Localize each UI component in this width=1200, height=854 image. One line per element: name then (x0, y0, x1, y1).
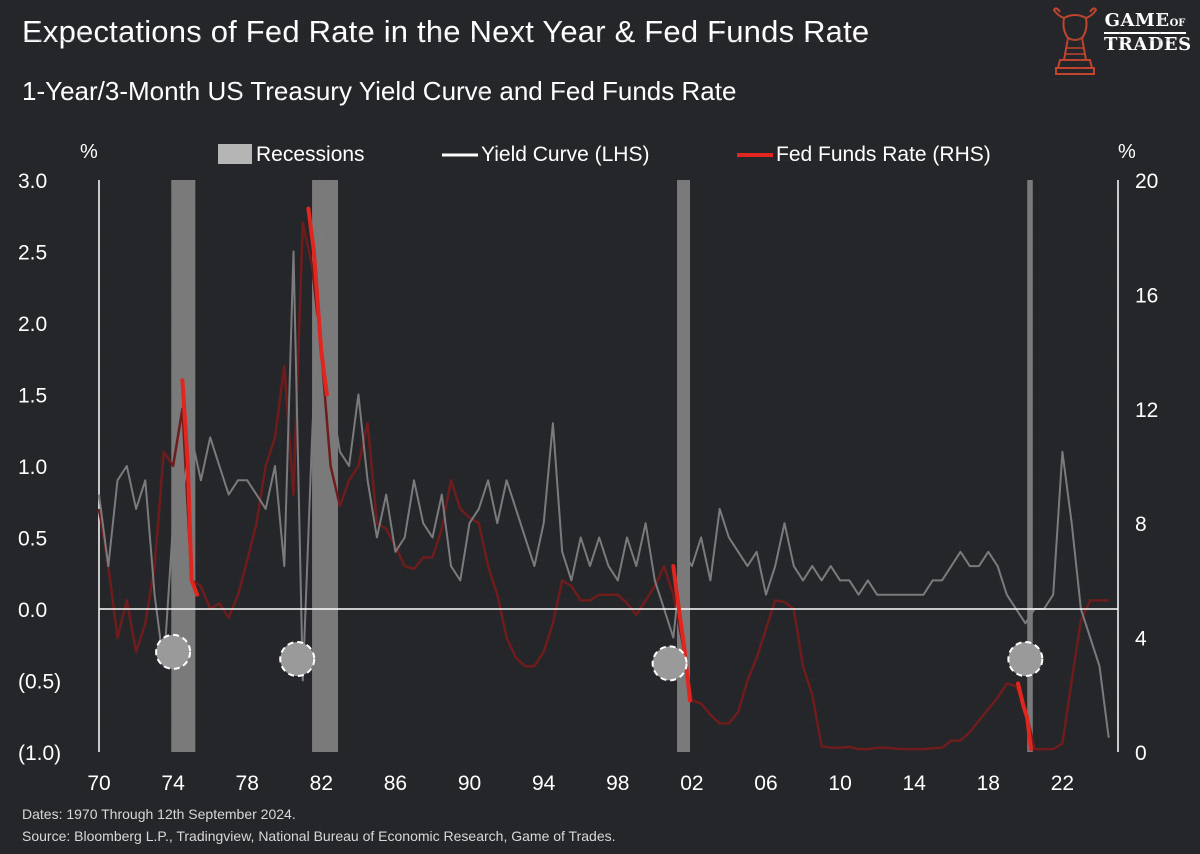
x-tick-label: 90 (458, 772, 481, 795)
chart-subtitle: 1-Year/3-Month US Treasury Yield Curve a… (22, 76, 737, 106)
left-tick-label: 3.0 (18, 170, 47, 193)
x-tick-label: 78 (236, 772, 259, 795)
inversion-marker (155, 633, 192, 670)
recession-band (1027, 180, 1033, 752)
x-tick-label: 22 (1051, 772, 1074, 795)
left-tick-label: 2.5 (18, 242, 47, 265)
right-axis-label: % (1118, 141, 1136, 163)
right-tick-label: 20 (1135, 170, 1158, 193)
chart-title: Expectations of Fed Rate in the Next Yea… (22, 14, 870, 49)
x-tick-label: 02 (680, 772, 703, 795)
fed-funds-rate-line (97, 221, 1109, 751)
logo-line1: GAME (1104, 10, 1170, 31)
left-tick-label: 0.0 (18, 599, 47, 622)
x-tick-label: 94 (532, 772, 556, 795)
legend-label-yield-curve: Yield Curve (LHS) (481, 143, 649, 166)
right-tick-label: 8 (1135, 513, 1147, 536)
x-tick-label: 14 (903, 772, 927, 795)
fed-funds-highlight-segment (1016, 681, 1033, 752)
yield-curve-line (98, 221, 1110, 738)
left-tick-label: 2.0 (18, 313, 47, 336)
right-tick-label: 12 (1135, 399, 1158, 422)
x-tick-label: 06 (754, 772, 777, 795)
right-tick-label: 16 (1135, 284, 1158, 307)
inversion-marker (279, 641, 316, 678)
x-tick-label: 82 (310, 772, 333, 795)
left-tick-label: 1.5 (18, 385, 47, 408)
left-tick-label: 0.5 (18, 528, 47, 551)
fed-funds-highlight-segment (180, 378, 200, 597)
x-tick-label: 18 (977, 772, 1000, 795)
logo-line2: OF (1169, 18, 1186, 29)
x-tick-label: 86 (384, 772, 407, 795)
left-tick-label: (0.5) (18, 671, 61, 694)
left-tick-label: (1.0) (18, 742, 61, 765)
footer-source: Source: Bloomberg L.P., Tradingview, Nat… (22, 828, 616, 844)
x-tick-label: 70 (87, 772, 110, 795)
right-tick-label: 4 (1135, 628, 1147, 651)
fed-funds-highlight-segment (671, 564, 692, 703)
legend-label-recessions: Recessions (256, 143, 365, 166)
inversion-marker (1007, 641, 1044, 678)
footer-dates: Dates: 1970 Through 12th September 2024. (22, 806, 296, 822)
right-tick-label: 0 (1135, 742, 1147, 765)
x-tick-label: 98 (606, 772, 629, 795)
legend-label-fed-funds: Fed Funds Rate (RHS) (776, 143, 991, 166)
legend-swatch-recessions (218, 144, 252, 164)
left-tick-label: 1.0 (18, 456, 47, 479)
inversion-marker (651, 645, 688, 682)
left-axis-label: % (80, 141, 98, 163)
x-tick-label: 74 (161, 772, 185, 795)
fed-funds-highlight-segment (306, 206, 329, 397)
x-tick-label: 10 (828, 772, 851, 795)
